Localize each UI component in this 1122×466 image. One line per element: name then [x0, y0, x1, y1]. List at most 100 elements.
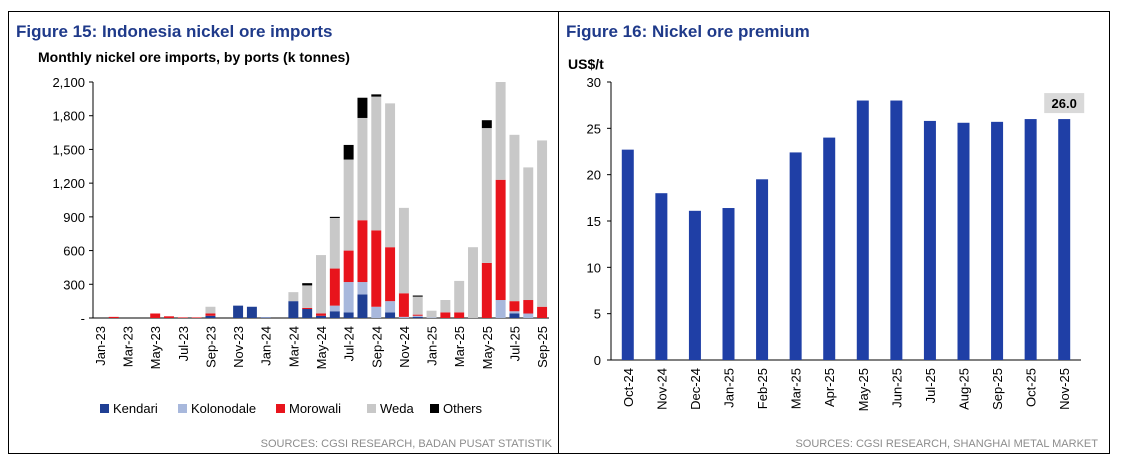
left-bar-morowali-sep-24: [371, 230, 382, 307]
left-bar-kendari-dec-23: [246, 306, 257, 318]
left-bar-kendari-aug-24: [357, 294, 368, 318]
left-bar-weda-sep-23: [205, 306, 216, 314]
left-bar-kolonodale-sep-24: [371, 306, 382, 318]
left-bar-others-aug-24: [357, 97, 368, 118]
right-bar-nov-24: [655, 193, 668, 360]
right-bar-oct-25: [1024, 119, 1037, 360]
left-y-tick-label: 1,800: [52, 109, 85, 124]
right-bar-jul-25: [923, 120, 936, 360]
right-x-tick-label: Nov-24: [654, 368, 669, 410]
right-bar-apr-25: [823, 137, 836, 360]
right-x-tick-label: Apr-25: [822, 368, 837, 407]
left-plot-area: 2,100 1,800 1,500 1,200 900 600 300 -Jan-23 Mar-…: [52, 75, 550, 416]
left-bar-morowali-feb-23: [108, 316, 119, 318]
left-bar-weda-sep-24: [371, 96, 382, 231]
left-bar-morowali-jun-24: [329, 268, 340, 306]
left-x-tick-label: Jul-24: [342, 326, 357, 361]
left-x-tick-label: Jul-25: [507, 326, 522, 361]
right-chart-source: SOURCES: CGSI RESEARCH, SHANGHAI METAL M…: [795, 438, 1098, 450]
right-y-tick-label: 25: [587, 121, 601, 136]
left-bar-kolonodale-dec-24: [412, 315, 423, 317]
left-bar-kolonodale-aug-25: [523, 313, 534, 318]
left-bar-weda-jun-24: [329, 217, 340, 269]
left-y-tick-label: 900: [63, 210, 85, 225]
value-annotation-box: [1044, 93, 1085, 114]
right-bar-jan-25: [722, 208, 735, 360]
left-x-tick-label: Nov-23: [231, 326, 246, 368]
left-bar-weda-dec-24: [412, 296, 423, 315]
left-bar-weda-oct-24: [385, 103, 396, 248]
right-x-tick-label: Feb-25: [755, 368, 770, 409]
right-y-tick-label: 30: [587, 75, 601, 90]
left-bar-morowali-may-24: [316, 313, 326, 316]
left-bar-weda-jan-25: [426, 310, 437, 318]
left-bar-weda-jul-25: [509, 134, 520, 302]
right-bar-dec-24: [688, 210, 701, 360]
left-bar-weda-apr-24: [302, 285, 313, 308]
right-x-tick-label: Oct-24: [621, 368, 636, 407]
left-bar-weda-aug-25: [523, 167, 534, 301]
left-bar-weda-aug-24: [357, 117, 368, 221]
left-y-tick-label: 600: [63, 244, 85, 259]
right-y-tick-label: 0: [594, 353, 601, 368]
left-bar-morowali-feb-25: [440, 312, 451, 318]
right-plot-area: 30 25 20 15 10 5 0 Oct-24 Nov-24 Dec-24 Jan-25 Feb-…: [587, 75, 1085, 411]
right-bar-feb-25: [756, 179, 769, 360]
legend-label-others: Others: [443, 401, 483, 416]
legend-swatch-weda: [367, 404, 376, 413]
left-bar-kendari-sep-23: [205, 315, 216, 318]
left-x-tick-label: May-23: [148, 326, 163, 369]
left-y-tick-label: -: [81, 311, 85, 326]
right-chart-title: Figure 16: Nickel ore premium: [566, 22, 810, 41]
legend-swatch-kolonodale: [178, 404, 187, 413]
right-x-tick-label: Jun-25: [889, 368, 904, 408]
left-bar-morowali-dec-24: [412, 314, 423, 316]
left-bar-kendari-jul-24: [343, 312, 354, 318]
value-annotation-label: 26.0: [1052, 96, 1077, 111]
left-bar-others-jun-24: [329, 216, 340, 218]
left-bar-morowali-aug-25: [523, 300, 534, 314]
right-y-tick-label: 5: [594, 307, 601, 322]
left-bar-morowali-jun-25: [495, 179, 506, 301]
left-bar-morowali-jun-23: [164, 316, 174, 318]
left-bar-morowali-oct-24: [385, 247, 396, 302]
left-y-tick-label: 2,100: [52, 75, 85, 90]
left-bar-kolonodale-jul-24: [343, 282, 354, 313]
left-x-tick-label: Jan-25: [425, 326, 440, 366]
left-bar-morowali-jul-25: [509, 301, 520, 312]
right-bar-sep-25: [991, 121, 1004, 360]
left-bar-morowali-jul-23: [177, 317, 188, 318]
left-bar-others-dec-24: [412, 295, 423, 297]
left-bar-morowali-nov-24: [398, 293, 409, 317]
left-bar-kolonodale-nov-24: [398, 316, 409, 318]
left-x-tick-label: Sep-24: [369, 326, 384, 368]
left-bar-kendari-jun-24: [329, 311, 340, 318]
left-bar-others-apr-24: [302, 283, 313, 286]
legend-label-weda: Weda: [380, 401, 414, 416]
left-bar-kendari-oct-24: [385, 312, 396, 318]
right-y-tick-label: 10: [587, 260, 601, 275]
legend-swatch-morowali: [276, 404, 285, 413]
right-x-tick-label: Sep-25: [990, 368, 1005, 410]
legend-label-kolonodale: Kolonodale: [191, 401, 256, 416]
right-x-tick-label: May-25: [856, 368, 871, 411]
left-bar-morowali-may-25: [481, 262, 492, 318]
left-bar-others-may-25: [481, 120, 492, 129]
left-x-tick-label: May-24: [314, 326, 329, 369]
left-bar-weda-nov-24: [398, 207, 409, 294]
right-chart-ylabel: US$/t: [568, 56, 604, 72]
right-x-tick-label: Aug-25: [957, 368, 972, 410]
left-bar-weda-apr-25: [468, 247, 478, 318]
left-chart-subtitle: Monthly nickel ore imports, by ports (k …: [38, 49, 350, 65]
left-bar-kolonodale-oct-24: [385, 301, 396, 313]
left-x-tick-label: Nov-24: [397, 326, 412, 368]
right-y-tick-label: 20: [587, 168, 601, 183]
left-x-tick-label: Mar-24: [286, 326, 301, 367]
legend-swatch-others: [430, 404, 439, 413]
left-x-tick-label: Sep-25: [535, 326, 550, 368]
left-x-tick-label: Mar-25: [452, 326, 467, 367]
left-x-tick-label: Jul-23: [176, 326, 191, 361]
left-bar-kolonodale-aug-24: [357, 282, 368, 295]
left-bar-kendari-dec-24: [412, 316, 423, 318]
